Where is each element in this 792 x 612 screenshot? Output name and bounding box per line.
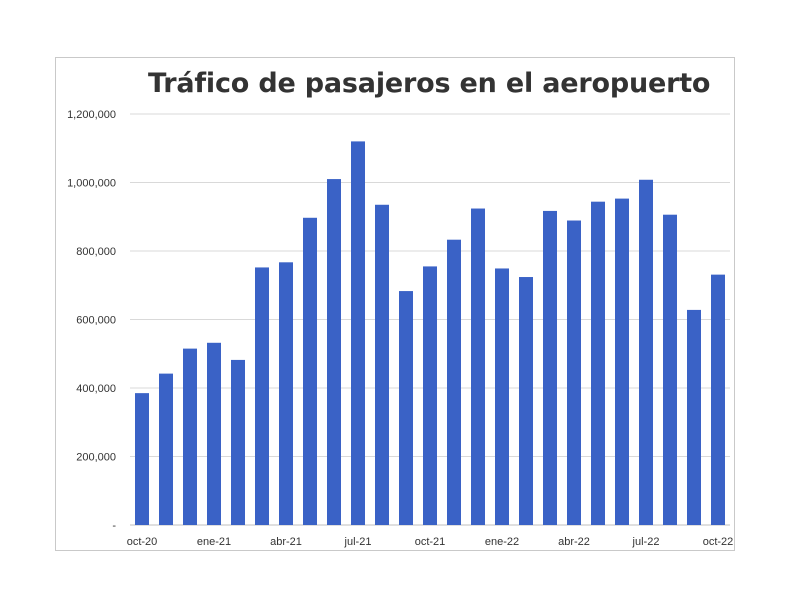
bar: [135, 393, 149, 525]
x-tick-label: oct-21: [415, 536, 446, 548]
bar: [327, 179, 341, 525]
x-tick-label: abr-21: [270, 536, 302, 548]
x-tick-label: ene-21: [197, 536, 231, 548]
y-tick-label: -: [112, 520, 116, 532]
y-tick-label: 400,000: [76, 383, 116, 395]
bar: [687, 309, 701, 525]
bar: [639, 179, 653, 525]
bar: [519, 277, 533, 525]
bar: [495, 268, 509, 525]
x-tick-label: ene-22: [485, 536, 519, 548]
y-tick-label: 600,000: [76, 315, 116, 327]
x-tick-label: jul-21: [344, 536, 372, 548]
x-tick-label: jul-22: [632, 536, 660, 548]
bar: [591, 201, 605, 525]
bar: [567, 220, 581, 525]
bar: [279, 262, 293, 525]
x-tick-label: abr-22: [558, 536, 590, 548]
bar: [255, 267, 269, 525]
bar: [183, 348, 197, 525]
bar: [711, 274, 725, 525]
y-tick-label: 800,000: [76, 246, 116, 258]
bar: [399, 291, 413, 525]
chart-title: Tráfico de pasajeros en el aeropuerto: [148, 68, 711, 99]
bar: [423, 266, 437, 525]
bar: [231, 359, 245, 525]
x-tick-label: oct-20: [127, 536, 158, 548]
bar: [543, 210, 557, 526]
bar: [471, 208, 485, 525]
bar: [615, 198, 629, 525]
x-tick-label: oct-22: [703, 536, 734, 548]
bar: [207, 342, 221, 525]
bar: [303, 217, 317, 525]
y-tick-label: 1,200,000: [67, 109, 116, 121]
bar: [351, 141, 365, 525]
y-tick-label: 200,000: [76, 452, 116, 464]
bar: [447, 239, 461, 525]
bar: [375, 204, 389, 525]
bar: [159, 373, 173, 525]
bar: [663, 214, 677, 525]
y-tick-label: 1,000,000: [67, 178, 116, 190]
